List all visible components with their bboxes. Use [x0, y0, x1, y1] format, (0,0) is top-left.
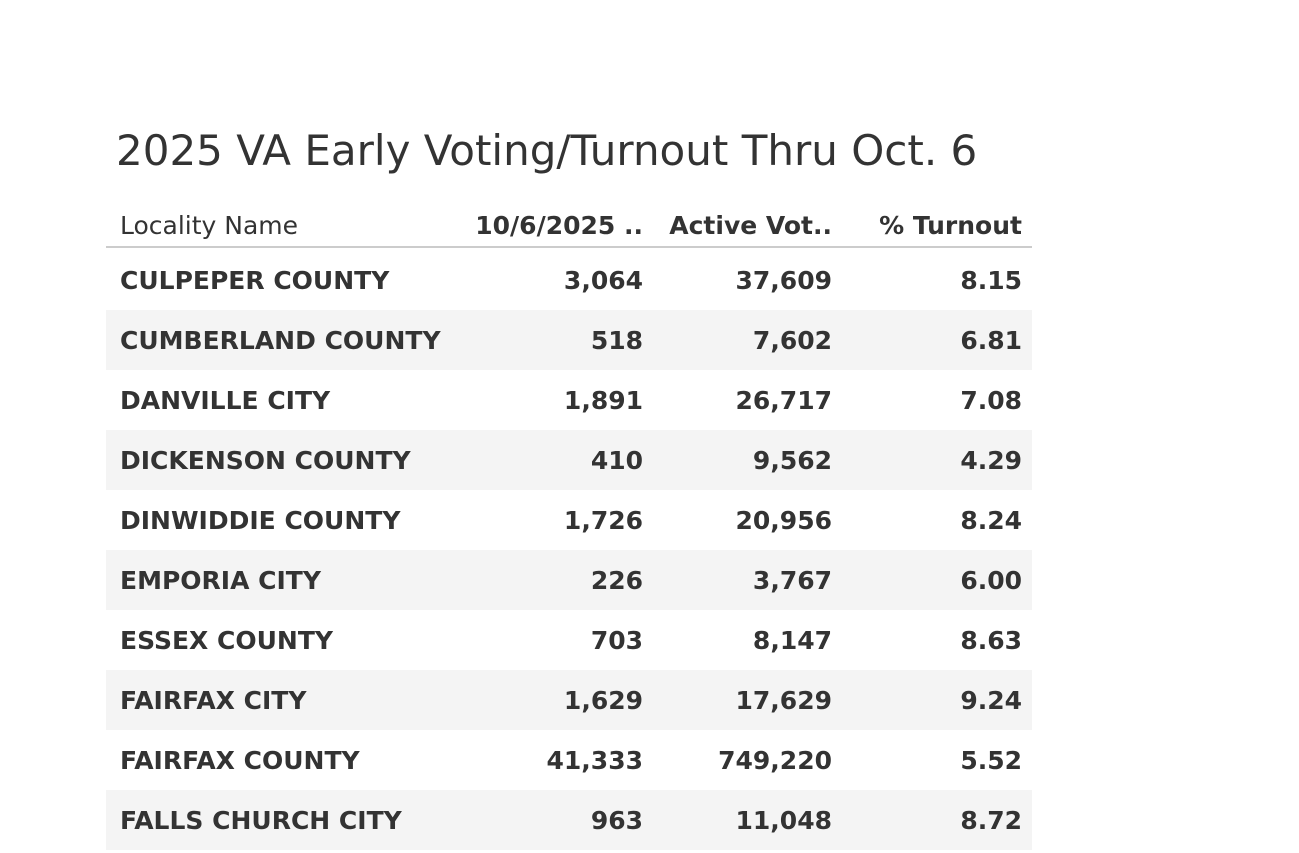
locality-name: FALLS CHURCH CITY	[120, 805, 402, 835]
table-cell: 7.08	[960, 385, 1022, 415]
table-row: DANVILLE CITY 1,891 26,717 7.08	[106, 370, 1032, 430]
table-cell: 8.15	[960, 265, 1022, 295]
locality-name: EMPORIA CITY	[120, 565, 321, 595]
table-cell: 410	[590, 445, 643, 475]
table-cell: 4.29	[960, 445, 1022, 475]
table-cell: 8.63	[960, 625, 1022, 655]
table-cell: 1,726	[563, 505, 643, 535]
table-cell: 3,064	[563, 265, 643, 295]
locality-name: CULPEPER COUNTY	[120, 265, 390, 295]
table-cell: 6.00	[960, 565, 1022, 595]
table-cell: 17,629	[735, 685, 832, 715]
table-cell: 8,147	[752, 625, 832, 655]
table-cell: 26,717	[735, 385, 832, 415]
table-cell: 749,220	[718, 745, 832, 775]
column-header: % Turnout	[879, 210, 1022, 240]
table-cell: 7,602	[752, 325, 832, 355]
locality-name: FAIRFAX COUNTY	[120, 745, 360, 775]
table-row: EMPORIA CITY 226 3,767 6.00	[106, 550, 1032, 610]
table-cell: 963	[590, 805, 643, 835]
table-cell: 226	[590, 565, 643, 595]
locality-name: CUMBERLAND COUNTY	[120, 325, 441, 355]
table-row: FALLS CHURCH CITY 963 11,048 8.72	[106, 790, 1032, 850]
table-cell: 518	[590, 325, 643, 355]
table-row: FAIRFAX CITY 1,629 17,629 9.24	[106, 670, 1032, 730]
table-cell: 37,609	[735, 265, 832, 295]
table-cell: 5.52	[960, 745, 1022, 775]
table-row: DINWIDDIE COUNTY 1,726 20,956 8.24	[106, 490, 1032, 550]
table-row: ESSEX COUNTY 703 8,147 8.63	[106, 610, 1032, 670]
table: Locality Name 10/6/2025 .. Active Vot.. % T…	[106, 204, 1032, 850]
column-header: 10/6/2025 ..	[475, 210, 643, 240]
table-cell: 9.24	[960, 685, 1022, 715]
table-row: CUMBERLAND COUNTY 518 7,602 6.81	[106, 310, 1032, 370]
table-cell: 20,956	[735, 505, 832, 535]
title: 2025 VA Early Voting/Turnout Thru Oct. 6	[116, 126, 978, 175]
table-cell: 8.72	[960, 805, 1022, 835]
column-header: Active Vot..	[669, 210, 832, 240]
table-cell: 41,333	[546, 745, 643, 775]
table-cell: 3,767	[752, 565, 832, 595]
table-row: CULPEPER COUNTY 3,064 37,609 8.15	[106, 250, 1032, 310]
table-cell: 11,048	[735, 805, 832, 835]
locality-name: ESSEX COUNTY	[120, 625, 334, 655]
table-cell: 703	[590, 625, 643, 655]
table-cell: 1,891	[563, 385, 643, 415]
locality-name: DANVILLE CITY	[120, 385, 331, 415]
locality-name: DINWIDDIE COUNTY	[120, 505, 401, 535]
column-header: Locality Name	[120, 210, 299, 240]
table-cell: 6.81	[960, 325, 1022, 355]
table-row: FAIRFAX COUNTY 41,333 749,220 5.52	[106, 730, 1032, 790]
table-cell: 9,562	[752, 445, 832, 475]
locality-name: FAIRFAX CITY	[120, 685, 307, 715]
table-cell: 1,629	[563, 685, 643, 715]
header-row: Locality Name 10/6/2025 .. Active Vot.. % T…	[106, 204, 1032, 248]
table-cell: 8.24	[960, 505, 1022, 535]
locality-name: DICKENSON COUNTY	[120, 445, 411, 475]
table-row: DICKENSON COUNTY 410 9,562 4.29	[106, 430, 1032, 490]
